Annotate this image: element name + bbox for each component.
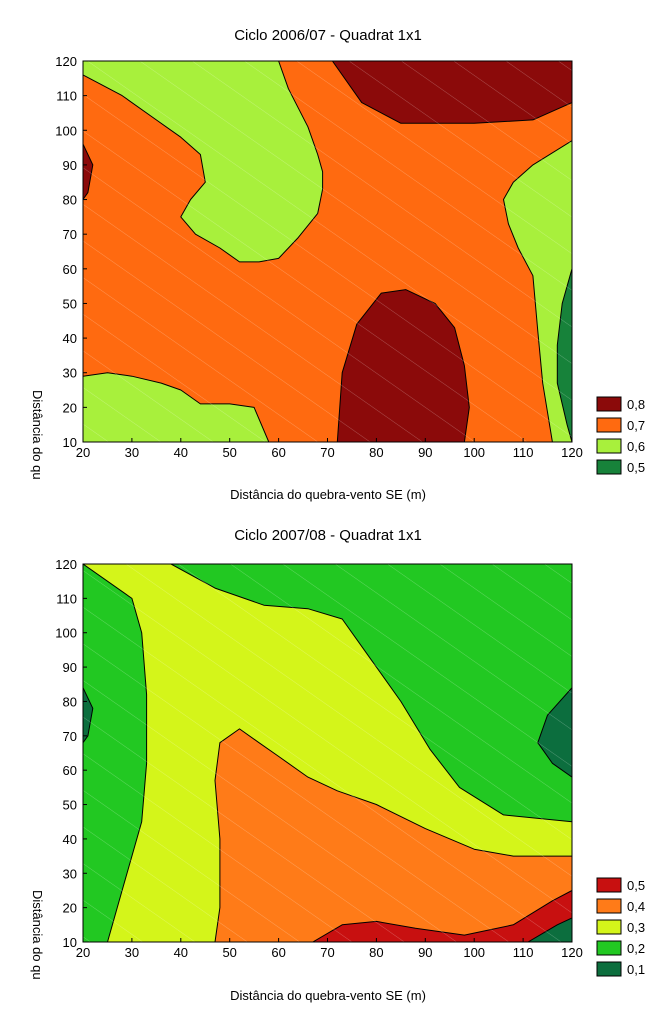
contour-plot-area: [82, 60, 573, 443]
x-tick-label: 90: [418, 945, 432, 960]
x-tick-label: 90: [418, 445, 432, 460]
x-tick-label: 30: [125, 445, 139, 460]
legend-label: 0,7: [627, 418, 645, 433]
legend-label: 0,6: [627, 439, 645, 454]
legend-label: 0,5: [627, 460, 645, 475]
y-tick-label: 100: [55, 626, 77, 641]
x-tick-label: 110: [513, 945, 534, 960]
x-axis-label: Distância do quebra-vento SE (m): [230, 487, 426, 502]
legend-label: 0,8: [627, 397, 645, 412]
y-tick-label: 80: [63, 193, 77, 208]
x-tick-label: 40: [174, 445, 188, 460]
legend: 0,5 0,4 0,3 0,2 0,1: [596, 877, 645, 977]
legend-swatch: [596, 877, 622, 893]
y-tick-label: 70: [63, 227, 77, 242]
y-tick-label: 120: [55, 557, 77, 572]
legend-swatch: [596, 898, 622, 914]
x-tick-label: 20: [76, 945, 90, 960]
y-tick-label: 90: [63, 660, 77, 675]
y-tick-label: 90: [63, 158, 77, 173]
y-tick-label: 100: [55, 123, 77, 138]
y-tick-label: 60: [63, 763, 77, 778]
chart-title: Ciclo 2006/07 - Quadrat 1x1: [234, 27, 422, 44]
x-tick-label: 70: [320, 445, 334, 460]
y-tick-label: 40: [63, 832, 77, 847]
legend-swatch: [596, 438, 622, 454]
x-tick-label: 80: [369, 445, 383, 460]
x-tick-label: 20: [76, 445, 90, 460]
y-tick-label: 110: [56, 591, 77, 606]
y-axis-label: Distância do qu: [30, 390, 45, 480]
x-tick-label: 60: [271, 945, 285, 960]
legend-label: 0,5: [627, 878, 645, 893]
y-tick-label: 70: [63, 729, 77, 744]
y-axis-ticks: 10 20 30 40 50 60 70 80 90 100 110 120: [55, 54, 87, 450]
x-tick-label: 120: [561, 945, 583, 960]
y-tick-label: 30: [63, 366, 77, 381]
x-tick-label: 40: [174, 945, 188, 960]
y-tick-label: 60: [63, 262, 77, 277]
y-axis-ticks: 10 20 30 40 50 60 70 80 90 100 110 120: [55, 557, 87, 950]
legend-swatch: [596, 459, 622, 475]
hatch-overlay: [83, 61, 572, 442]
y-tick-label: 20: [63, 400, 77, 415]
y-tick-label: 20: [63, 901, 77, 916]
legend-swatch: [596, 961, 622, 977]
y-tick-label: 50: [63, 296, 77, 311]
x-tick-label: 30: [125, 945, 139, 960]
x-tick-label: 70: [320, 945, 334, 960]
legend-swatch: [596, 919, 622, 935]
y-tick-label: 50: [63, 798, 77, 813]
x-axis-label: Distância do quebra-vento SE (m): [230, 988, 426, 1003]
legend-label: 0,1: [627, 962, 645, 977]
x-tick-label: 50: [222, 945, 236, 960]
legend-label: 0,2: [627, 941, 645, 956]
y-axis-label: Distância do qu: [30, 890, 45, 980]
y-tick-label: 120: [55, 54, 77, 69]
x-tick-label: 50: [222, 445, 236, 460]
contour-chart-2007-08: Ciclo 2007/08 - Quadrat 1x1 20 30 40 50 60 70…: [30, 527, 645, 1003]
legend-label: 0,4: [627, 899, 645, 914]
x-axis-ticks: 20 30 40 50 60 70 80 90 100 110 120: [76, 938, 583, 960]
y-tick-label: 30: [63, 866, 77, 881]
legend-swatch: [596, 940, 622, 956]
x-tick-label: 80: [369, 945, 383, 960]
contour-plot-area: [82, 563, 573, 943]
x-tick-label: 60: [271, 445, 285, 460]
y-tick-label: 10: [63, 435, 77, 450]
legend-swatch: [596, 417, 622, 433]
chart-title: Ciclo 2007/08 - Quadrat 1x1: [234, 527, 422, 544]
hatch-overlay: [83, 564, 572, 942]
x-tick-label: 120: [561, 445, 583, 460]
y-tick-label: 110: [56, 89, 77, 104]
y-tick-label: 40: [63, 331, 77, 346]
contour-chart-2006-07: Ciclo 2006/07 - Quadrat 1x1 20 30 40 50 60 70…: [30, 27, 645, 502]
y-tick-label: 10: [63, 935, 77, 950]
legend: 0,8 0,7 0,6 0,5: [596, 396, 645, 475]
x-axis-ticks: 20 30 40 50 60 70 80 90 100 110 120: [76, 438, 583, 460]
legend-label: 0,3: [627, 920, 645, 935]
x-tick-label: 100: [463, 945, 485, 960]
y-tick-label: 80: [63, 694, 77, 709]
x-tick-label: 110: [513, 445, 534, 460]
legend-swatch: [596, 396, 622, 412]
x-tick-label: 100: [463, 445, 485, 460]
